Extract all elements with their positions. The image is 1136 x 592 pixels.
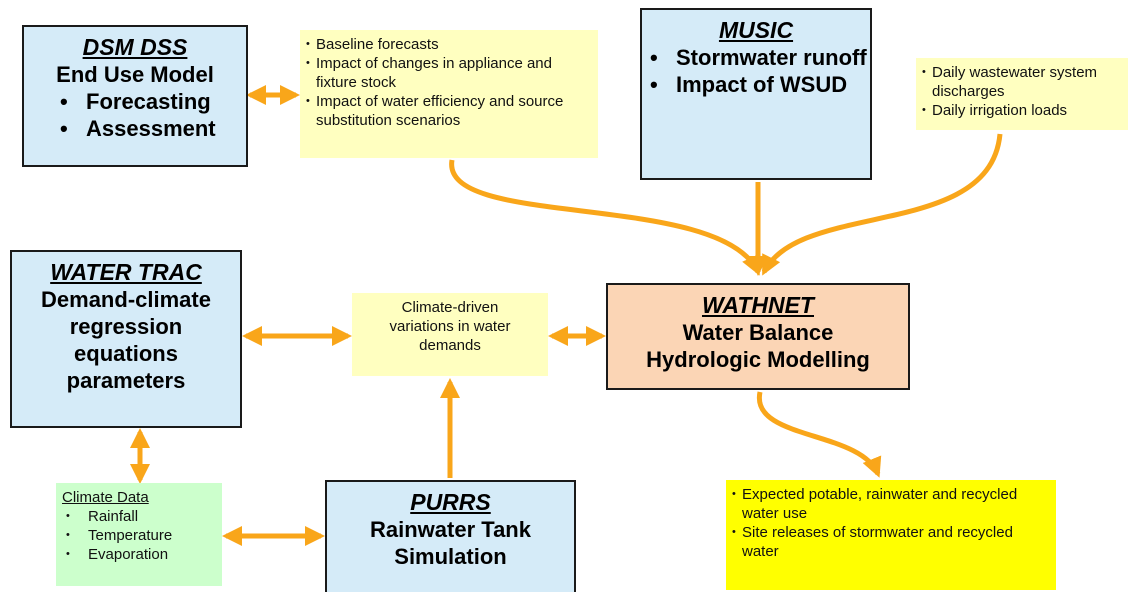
bullet-item: Stormwater runoff xyxy=(650,44,870,71)
arrow xyxy=(757,391,882,478)
box-line: Rainwater Tank xyxy=(370,517,531,542)
bullet-list: RainfallTemperatureEvaporation xyxy=(62,507,216,564)
model-box: MUSICStormwater runoffImpact of WSUD xyxy=(640,8,872,180)
box-title: DSM DSS xyxy=(82,34,188,60)
bullet-item: Baseline forecasts xyxy=(306,35,592,54)
bullet-item: Impact of WSUD xyxy=(650,71,870,98)
box-line: Climate-driven variations in water deman… xyxy=(389,299,511,354)
connectors xyxy=(130,85,1003,546)
box-line: Demand-climate regression equations para… xyxy=(41,287,211,393)
bullet-item: Impact of changes in appliance and fixtu… xyxy=(306,54,592,92)
model-box: WATHNET Water Balance Hydrologic Modelling xyxy=(606,283,910,390)
bullet-item: Rainfall xyxy=(66,507,216,526)
note-box: Baseline forecastsImpact of changes in a… xyxy=(300,30,598,158)
bullet-list: Baseline forecastsImpact of changes in a… xyxy=(306,35,592,130)
bullet-item: Expected potable, rainwater and recycled… xyxy=(732,485,1050,523)
output-box: Expected potable, rainwater and recycled… xyxy=(726,480,1056,590)
bullet-item: Temperature xyxy=(66,526,216,545)
bullet-item: Evaporation xyxy=(66,545,216,564)
bullet-list: Expected potable, rainwater and recycled… xyxy=(732,485,1050,561)
arrow xyxy=(761,133,1003,276)
box-line: Water Balance xyxy=(682,320,834,345)
box-title: PURRS xyxy=(410,489,491,515)
model-box: PURRS Rainwater Tank Simulation xyxy=(325,480,576,592)
bullet-item: Site releases of stormwater and recycled… xyxy=(732,523,1050,561)
bullet-item: Daily irrigation loads xyxy=(922,101,1122,120)
bullet-list: Stormwater runoffImpact of WSUD xyxy=(642,44,870,98)
model-box: WATER TRAC Demand-climate regression equa… xyxy=(10,250,242,428)
bullet-item: Impact of water efficiency and source su… xyxy=(306,92,592,130)
bullet-item: Daily wastewater system discharges xyxy=(922,63,1122,101)
note-box: Daily wastewater system dischargesDaily … xyxy=(916,58,1128,130)
bullet-list: ForecastingAssessment xyxy=(24,88,246,142)
box-line: Hydrologic Modelling xyxy=(646,347,870,372)
box-title: MUSIC xyxy=(718,17,794,43)
box-line: End Use Model xyxy=(56,62,214,87)
input-box: Climate DataRainfallTemperatureEvaporati… xyxy=(56,483,222,586)
box-title: Climate Data xyxy=(62,489,149,506)
arrow xyxy=(449,159,761,276)
box-title: WATER TRAC xyxy=(50,259,202,285)
bullet-list: Daily wastewater system dischargesDaily … xyxy=(922,63,1122,120)
bullet-item: Forecasting xyxy=(60,88,246,115)
box-line: Simulation xyxy=(394,544,507,569)
bullet-item: Assessment xyxy=(60,115,246,142)
box-title: WATHNET xyxy=(701,292,814,318)
note-box: Climate-driven variations in water deman… xyxy=(352,293,548,376)
